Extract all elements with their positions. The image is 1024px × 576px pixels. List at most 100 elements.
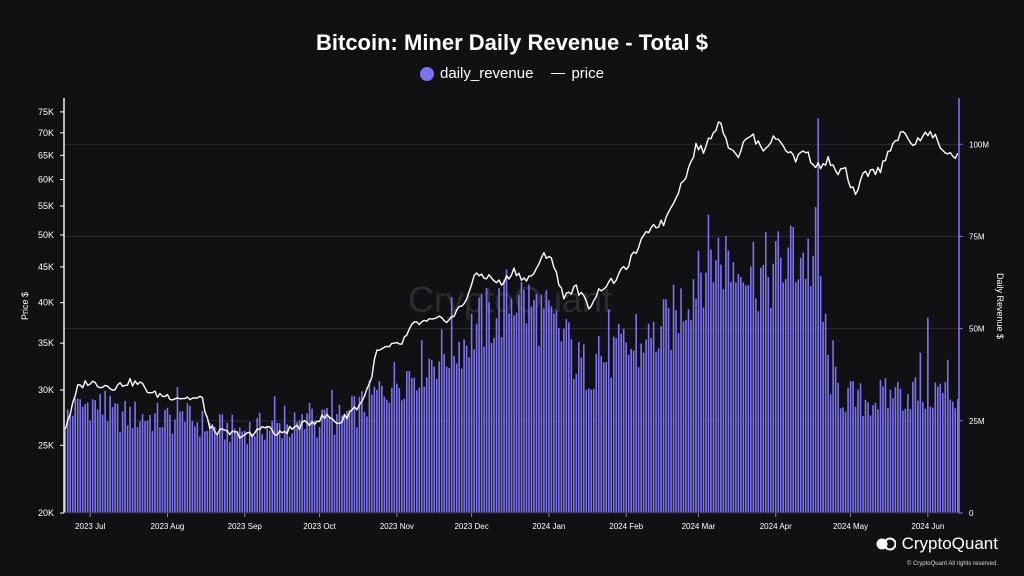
revenue-bar[interactable] bbox=[453, 355, 455, 513]
revenue-bar[interactable] bbox=[199, 436, 201, 513]
revenue-bar[interactable] bbox=[79, 399, 82, 513]
revenue-bar[interactable] bbox=[159, 427, 161, 513]
revenue-bar[interactable] bbox=[508, 313, 510, 513]
revenue-bar[interactable] bbox=[415, 390, 418, 513]
revenue-bar[interactable] bbox=[735, 282, 737, 513]
revenue-bar[interactable] bbox=[640, 343, 642, 513]
revenue-bar[interactable] bbox=[892, 398, 894, 513]
revenue-bar[interactable] bbox=[306, 413, 308, 513]
revenue-bar[interactable] bbox=[169, 414, 171, 513]
revenue-bar[interactable] bbox=[755, 298, 757, 513]
revenue-bar[interactable] bbox=[89, 420, 91, 513]
revenue-bar[interactable] bbox=[540, 294, 543, 513]
revenue-bar[interactable] bbox=[176, 387, 179, 513]
revenue-bar[interactable] bbox=[700, 272, 702, 513]
revenue-bar[interactable] bbox=[94, 400, 96, 513]
price-line[interactable] bbox=[64, 121, 959, 439]
revenue-bar[interactable] bbox=[530, 306, 533, 513]
revenue-bar[interactable] bbox=[672, 284, 675, 513]
revenue-bar[interactable] bbox=[141, 414, 144, 513]
revenue-bar[interactable] bbox=[371, 394, 373, 513]
revenue-bar[interactable] bbox=[483, 346, 485, 513]
revenue-bar[interactable] bbox=[942, 392, 944, 513]
revenue-bar[interactable] bbox=[740, 277, 742, 513]
revenue-bar[interactable] bbox=[944, 381, 947, 513]
revenue-bar[interactable] bbox=[450, 297, 453, 513]
revenue-bar[interactable] bbox=[146, 420, 149, 513]
revenue-bar[interactable] bbox=[917, 400, 919, 513]
revenue-bar[interactable] bbox=[872, 405, 874, 513]
revenue-bar[interactable] bbox=[276, 422, 278, 513]
revenue-bar[interactable] bbox=[954, 408, 957, 513]
revenue-bar[interactable] bbox=[209, 423, 211, 513]
revenue-bar[interactable] bbox=[398, 388, 401, 513]
revenue-bar[interactable] bbox=[356, 427, 358, 513]
revenue-bar[interactable] bbox=[932, 407, 934, 513]
revenue-bar[interactable] bbox=[445, 366, 448, 513]
revenue-bar[interactable] bbox=[480, 293, 483, 513]
revenue-bar[interactable] bbox=[687, 309, 690, 513]
revenue-bar[interactable] bbox=[682, 321, 685, 513]
revenue-bar[interactable] bbox=[291, 433, 293, 513]
revenue-bar[interactable] bbox=[224, 439, 226, 513]
revenue-bar[interactable] bbox=[308, 403, 311, 513]
revenue-bar[interactable] bbox=[852, 381, 854, 513]
revenue-bar[interactable] bbox=[867, 402, 869, 513]
revenue-bar[interactable] bbox=[91, 399, 94, 513]
revenue-bar[interactable] bbox=[518, 295, 520, 513]
revenue-bar[interactable] bbox=[353, 396, 356, 513]
revenue-bar[interactable] bbox=[184, 421, 186, 513]
revenue-bar[interactable] bbox=[401, 400, 403, 513]
revenue-bar[interactable] bbox=[632, 350, 635, 513]
revenue-bar[interactable] bbox=[814, 207, 817, 513]
revenue-bar[interactable] bbox=[712, 282, 715, 513]
revenue-bar[interactable] bbox=[590, 389, 593, 513]
revenue-bar[interactable] bbox=[528, 284, 530, 513]
revenue-bar[interactable] bbox=[879, 380, 882, 513]
revenue-bar[interactable] bbox=[386, 399, 388, 513]
revenue-bar[interactable] bbox=[435, 379, 438, 513]
revenue-bar[interactable] bbox=[76, 398, 79, 513]
revenue-bar[interactable] bbox=[226, 422, 229, 513]
revenue-bar[interactable] bbox=[236, 432, 239, 513]
revenue-bar[interactable] bbox=[194, 426, 196, 513]
revenue-bar[interactable] bbox=[263, 439, 266, 514]
revenue-bar[interactable] bbox=[690, 320, 692, 513]
revenue-bar[interactable] bbox=[914, 377, 917, 513]
revenue-bar[interactable] bbox=[328, 416, 331, 513]
revenue-bar[interactable] bbox=[136, 427, 139, 513]
revenue-bar[interactable] bbox=[558, 327, 560, 513]
revenue-bar[interactable] bbox=[742, 282, 745, 513]
revenue-bar[interactable] bbox=[326, 407, 328, 513]
revenue-bar[interactable] bbox=[630, 348, 632, 513]
revenue-bar[interactable] bbox=[587, 388, 590, 513]
revenue-bar[interactable] bbox=[720, 264, 722, 513]
revenue-bar[interactable] bbox=[361, 391, 363, 513]
revenue-bar[interactable] bbox=[745, 285, 747, 513]
revenue-bar[interactable] bbox=[889, 389, 892, 513]
revenue-bar[interactable] bbox=[849, 381, 852, 513]
revenue-bar[interactable] bbox=[273, 396, 276, 513]
revenue-bar[interactable] bbox=[737, 273, 740, 513]
revenue-bar[interactable] bbox=[121, 411, 124, 513]
revenue-bar[interactable] bbox=[956, 399, 959, 513]
revenue-bar[interactable] bbox=[286, 424, 288, 513]
revenue-bar[interactable] bbox=[256, 418, 259, 513]
revenue-bar[interactable] bbox=[408, 371, 411, 513]
revenue-bar[interactable] bbox=[769, 307, 772, 513]
revenue-bar[interactable] bbox=[854, 406, 857, 513]
revenue-bar[interactable] bbox=[622, 328, 625, 513]
revenue-bar[interactable] bbox=[179, 411, 181, 513]
revenue-bar[interactable] bbox=[844, 411, 847, 513]
revenue-bar[interactable] bbox=[219, 414, 221, 513]
revenue-bar[interactable] bbox=[149, 414, 151, 513]
revenue-bar[interactable] bbox=[677, 333, 680, 513]
revenue-bar[interactable] bbox=[196, 422, 199, 513]
revenue-bar[interactable] bbox=[645, 339, 647, 513]
revenue-bar[interactable] bbox=[393, 362, 396, 513]
revenue-bar[interactable] bbox=[116, 403, 119, 513]
revenue-bar[interactable] bbox=[410, 377, 413, 513]
revenue-bar[interactable] bbox=[772, 263, 775, 513]
revenue-bar[interactable] bbox=[238, 427, 241, 513]
